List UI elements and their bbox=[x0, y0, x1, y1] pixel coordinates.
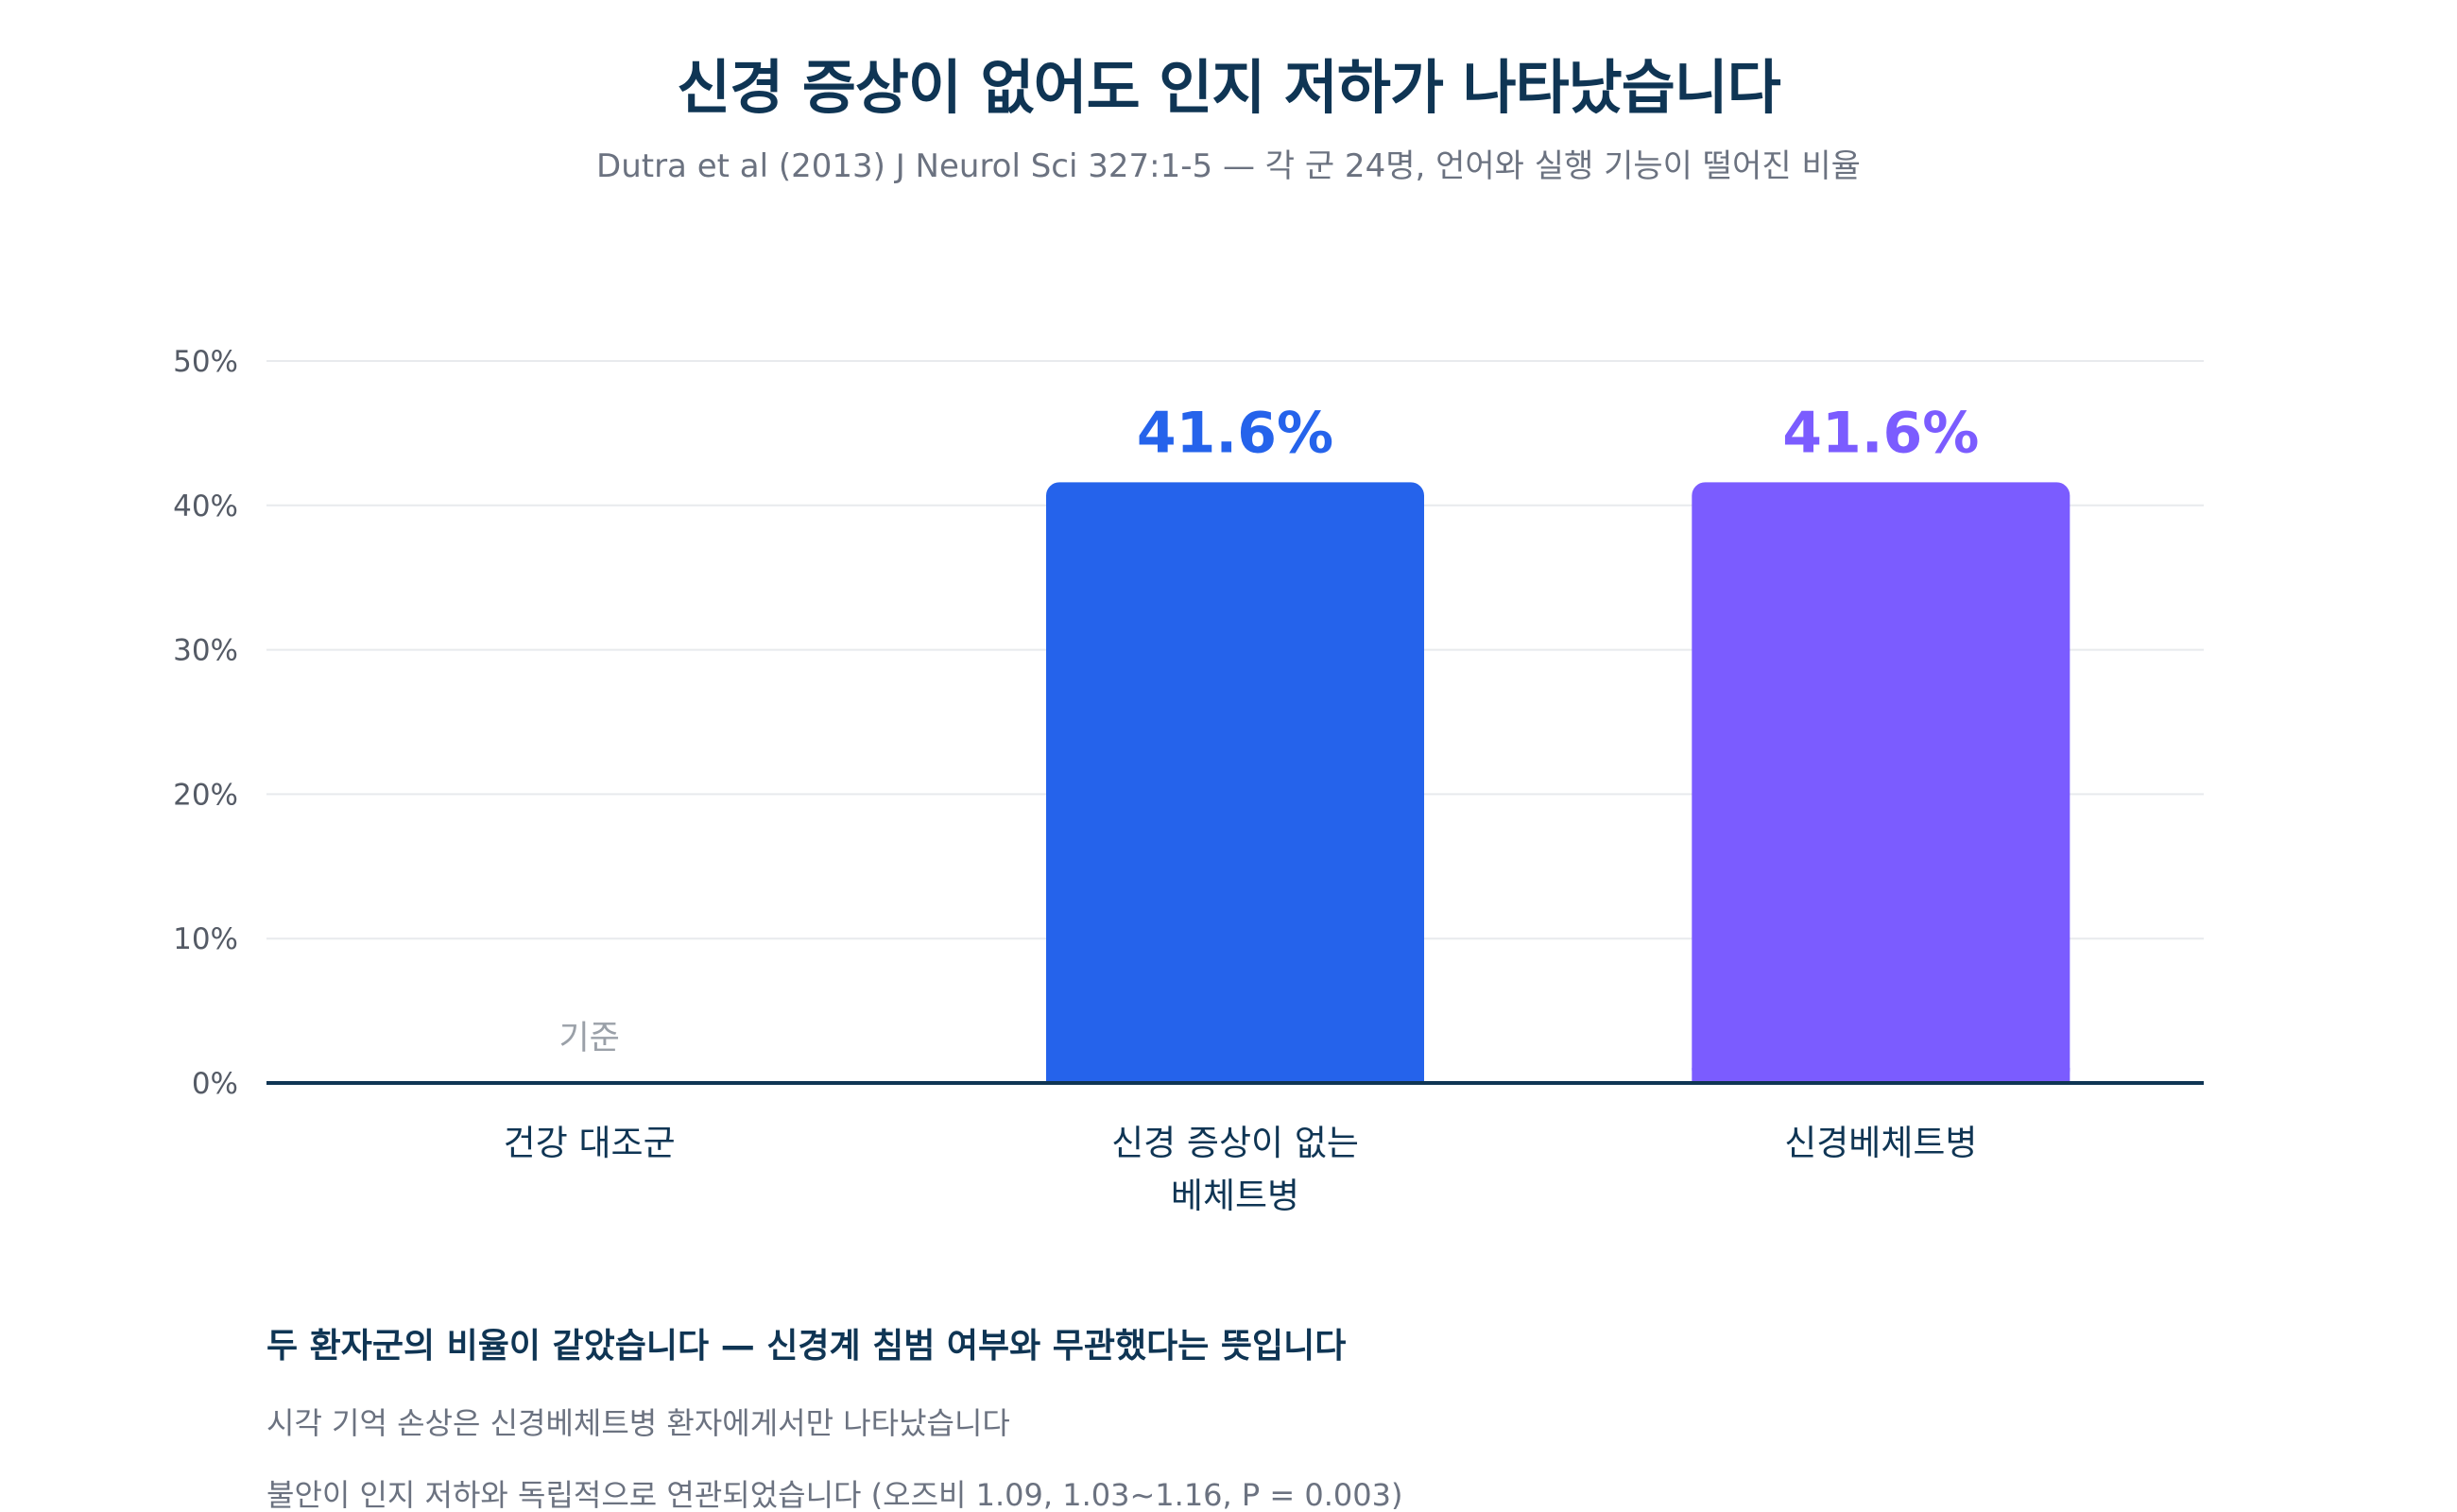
bar-base bbox=[1046, 1068, 1424, 1083]
baseline-note: 기준 bbox=[558, 1020, 619, 1057]
y-tick-label: 0% bbox=[192, 1067, 238, 1101]
category-label: 건강 대조군 bbox=[504, 1123, 676, 1163]
bar bbox=[1692, 482, 2070, 1083]
chart-subtitle: Dutra et al (2013) J Neurol Sci 327:1-5 … bbox=[596, 147, 1861, 185]
y-tick-label: 10% bbox=[173, 922, 238, 956]
chart-title: 신경 증상이 없어도 인지 저하가 나타났습니다 bbox=[677, 53, 1781, 122]
note-line-2: 불안이 인지 저하와 독립적으로 연관되었습니다 (오즈비 1.09, 1.03… bbox=[266, 1477, 1403, 1512]
y-tick-label: 30% bbox=[173, 634, 238, 668]
note-line-1: 시각 기억 손상은 신경베체트병 환자에게서만 나타났습니다 bbox=[266, 1405, 1010, 1441]
y-tick-label: 20% bbox=[173, 778, 238, 812]
category-label: 베체트병 bbox=[1171, 1176, 1299, 1216]
data-label: 41.6% bbox=[1137, 400, 1333, 466]
y-tick-label: 50% bbox=[173, 345, 238, 379]
y-tick-label: 40% bbox=[173, 490, 238, 524]
data-label: 41.6% bbox=[1782, 400, 1979, 466]
bar bbox=[1046, 482, 1424, 1083]
bar-base bbox=[1692, 1068, 2070, 1083]
notes-heading: 두 환자군의 비율이 같았습니다 — 신경계 침범 여부와 무관했다는 뜻입니다 bbox=[266, 1327, 1347, 1366]
category-label: 신경베체트병 bbox=[1784, 1123, 1977, 1163]
category-label: 신경 증상이 없는 bbox=[1111, 1123, 1359, 1163]
notes-section: 두 환자군의 비율이 같았습니다 — 신경계 침범 여부와 무관했다는 뜻입니다… bbox=[266, 1318, 2345, 1512]
